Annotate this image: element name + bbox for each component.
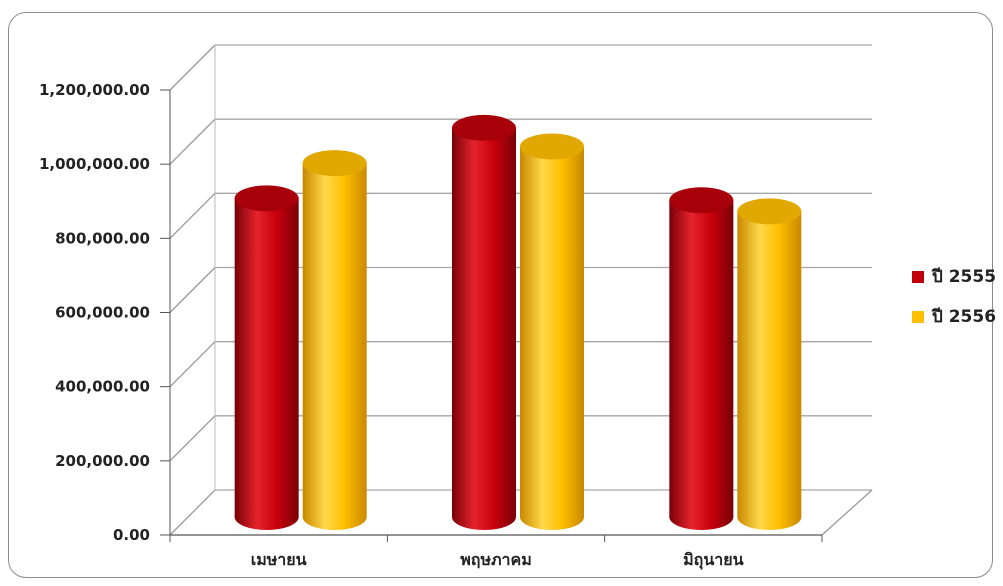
y-tick-label: 600,000.00 bbox=[55, 304, 150, 322]
gridline-side bbox=[169, 118, 216, 165]
y-tick-label: 200,000.00 bbox=[55, 452, 150, 470]
y-tick-label: 1,200,000.00 bbox=[39, 81, 150, 99]
x-category-label: เมษายน bbox=[251, 550, 307, 569]
gridline-side bbox=[169, 267, 216, 313]
legend: ปี 2555 ปี 2556 bbox=[912, 266, 996, 327]
y-axis-ticks: 0.00 200,000.00 400,000.00 600,000.00 800,00… bbox=[39, 81, 150, 544]
y-tick-label: 1,000,000.00 bbox=[39, 155, 150, 173]
legend-label: ปี 2555 bbox=[931, 266, 996, 287]
x-category-label: พฤษภาคม bbox=[460, 550, 532, 569]
floor-edge bbox=[821, 489, 873, 536]
bar-2556-2 bbox=[737, 198, 802, 530]
bars bbox=[234, 114, 802, 530]
gridline-side bbox=[169, 192, 216, 239]
gridline-side bbox=[169, 341, 216, 388]
bar-2555-0 bbox=[234, 185, 299, 530]
gridline-side bbox=[169, 44, 216, 91]
legend-swatch bbox=[912, 311, 924, 323]
bar-2555-1 bbox=[452, 114, 516, 530]
gridline-side bbox=[169, 415, 216, 462]
gridline-side bbox=[169, 489, 216, 536]
legend-swatch bbox=[912, 271, 924, 283]
bar-2556-0 bbox=[302, 150, 367, 530]
y-tick-label: 800,000.00 bbox=[55, 229, 150, 247]
x-axis-categories: เมษายน พฤษภาคม มิถุนายน bbox=[251, 550, 744, 570]
y-tick-label: 0.00 bbox=[113, 526, 150, 544]
x-category-label: มิถุนายน bbox=[683, 550, 744, 570]
bar-2555-2 bbox=[669, 187, 734, 530]
bar-2556-1 bbox=[520, 133, 584, 530]
legend-label: ปี 2556 bbox=[931, 306, 996, 327]
y-tick-label: 400,000.00 bbox=[55, 378, 150, 396]
